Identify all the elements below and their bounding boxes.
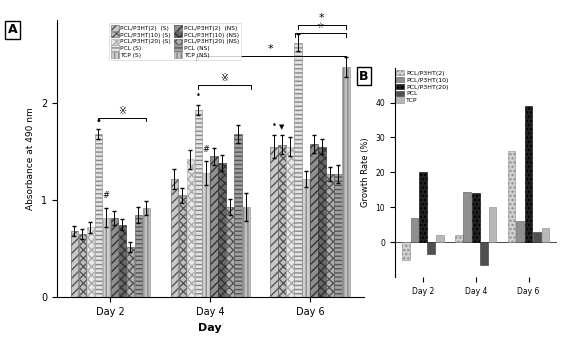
- Bar: [186, 159, 194, 297]
- Bar: [203, 173, 210, 297]
- Bar: [402, 242, 410, 260]
- Bar: [310, 144, 318, 297]
- Bar: [127, 247, 134, 297]
- Bar: [334, 174, 341, 297]
- Bar: [533, 232, 541, 242]
- Bar: [79, 234, 86, 297]
- Bar: [71, 231, 78, 297]
- Bar: [95, 134, 102, 297]
- Bar: [542, 228, 549, 242]
- Bar: [455, 235, 462, 242]
- Text: *: *: [319, 13, 325, 23]
- Text: •: •: [196, 91, 201, 100]
- Legend: PCL/P3HT(2)  (S), PCL/P3HT(10) (S), PCL/P3HT(20) (S), PCL (S), TCP (S), PCL/P3HT: PCL/P3HT(2) (S), PCL/P3HT(10) (S), PCL/P…: [109, 23, 241, 60]
- Bar: [472, 193, 479, 242]
- Bar: [103, 218, 110, 297]
- Legend: PCL/P3HT(2), PCL/P3HT(10), PCL/P3HT(20), PCL, TCP: PCL/P3HT(2), PCL/P3HT(10), PCL/P3HT(20),…: [395, 69, 450, 104]
- Bar: [135, 215, 142, 297]
- Bar: [111, 218, 118, 297]
- Bar: [516, 221, 524, 242]
- Bar: [219, 163, 226, 297]
- Bar: [343, 67, 349, 297]
- Text: •: •: [95, 116, 101, 126]
- Bar: [119, 224, 126, 297]
- Bar: [436, 235, 444, 242]
- Bar: [411, 218, 418, 242]
- Bar: [294, 43, 302, 297]
- Bar: [143, 208, 150, 297]
- Bar: [194, 110, 202, 297]
- X-axis label: Day: Day: [198, 323, 222, 333]
- Y-axis label: Growth Rate (%): Growth Rate (%): [361, 138, 370, 207]
- Bar: [326, 174, 333, 297]
- Bar: [235, 134, 242, 297]
- Bar: [227, 207, 234, 297]
- Bar: [318, 147, 325, 297]
- Text: ▼: ▼: [279, 124, 285, 130]
- Text: ☆: ☆: [317, 22, 324, 31]
- Text: ※: ※: [220, 73, 229, 83]
- Text: •: •: [272, 121, 277, 130]
- Text: A: A: [8, 23, 18, 36]
- Text: #: #: [203, 145, 210, 154]
- Bar: [302, 179, 310, 297]
- Text: B: B: [359, 70, 369, 83]
- Y-axis label: Absorbance at 490 nm: Absorbance at 490 nm: [26, 107, 35, 210]
- Text: *: *: [268, 44, 274, 54]
- Bar: [87, 227, 94, 297]
- Text: ※: ※: [118, 105, 127, 116]
- Bar: [481, 242, 488, 265]
- Bar: [463, 192, 471, 242]
- Bar: [178, 195, 186, 297]
- Bar: [270, 147, 278, 297]
- Bar: [170, 179, 178, 297]
- Bar: [278, 145, 286, 297]
- Bar: [489, 207, 496, 242]
- Bar: [243, 207, 250, 297]
- Text: #: #: [103, 191, 110, 200]
- Bar: [286, 147, 294, 297]
- Bar: [525, 106, 532, 242]
- Bar: [508, 151, 515, 242]
- Bar: [428, 242, 435, 255]
- Bar: [419, 172, 427, 242]
- Bar: [211, 156, 218, 297]
